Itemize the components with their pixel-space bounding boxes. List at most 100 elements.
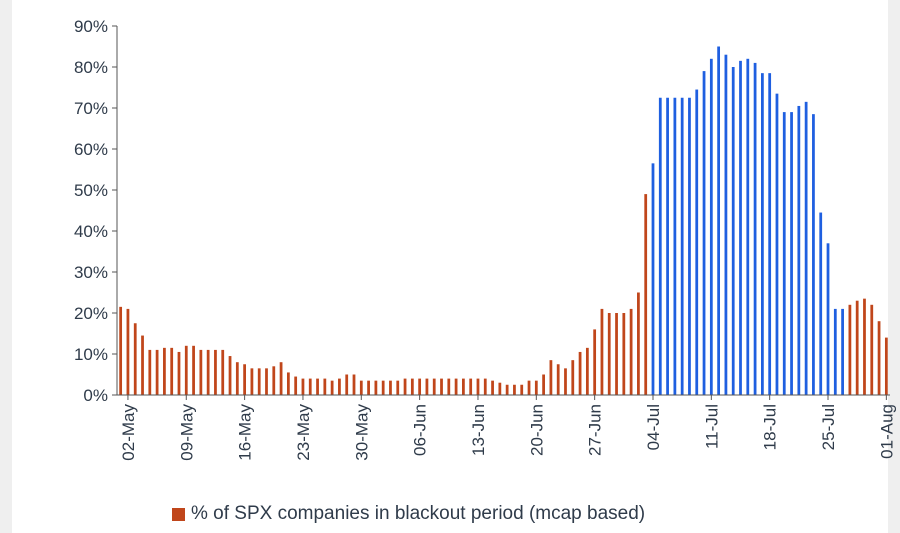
bar-51 xyxy=(491,380,494,395)
bar-94 xyxy=(804,101,808,395)
x-tick-label: 13-Jun xyxy=(469,404,488,456)
x-tick-label: 06-Jun xyxy=(411,404,430,456)
bar-72 xyxy=(644,194,648,395)
left-border-strip xyxy=(0,0,12,533)
bar-32 xyxy=(352,374,356,395)
bar-93 xyxy=(797,105,801,395)
bar-61 xyxy=(564,368,567,395)
bar-15 xyxy=(228,356,232,395)
bar-70 xyxy=(629,308,633,395)
bar-82 xyxy=(717,46,721,395)
bar-66 xyxy=(600,308,604,395)
x-tick-label: 25-Jul xyxy=(819,404,838,450)
x-tick-label: 27-Jun xyxy=(586,404,605,456)
bar-54 xyxy=(513,384,516,395)
bar-36 xyxy=(381,380,385,395)
bar-52 xyxy=(498,382,502,395)
bar-91 xyxy=(782,112,786,395)
bar-14 xyxy=(221,349,225,395)
bar-86 xyxy=(746,58,750,396)
x-tick-label: 30-May xyxy=(352,404,371,461)
x-tick-label: 09-May xyxy=(177,404,196,461)
x-tick-label: 01-Aug xyxy=(877,404,896,459)
bar-43 xyxy=(432,378,436,395)
bar-35 xyxy=(374,380,378,395)
bar-62 xyxy=(571,360,575,395)
bar-68 xyxy=(615,313,618,395)
bar-75 xyxy=(666,97,669,395)
bar-57 xyxy=(534,380,538,395)
bar-9 xyxy=(184,345,188,395)
bar-84 xyxy=(731,67,735,395)
bar-25 xyxy=(301,378,305,395)
bar-10 xyxy=(192,345,195,395)
x-tick-label: 23-May xyxy=(294,404,313,461)
y-tick-label: 80% xyxy=(74,58,108,77)
bar-53 xyxy=(505,384,509,395)
bar-59 xyxy=(549,360,553,395)
legend: % of SPX companies in blackout period (m… xyxy=(172,503,645,525)
y-tick-label: 30% xyxy=(74,263,108,282)
bar-19 xyxy=(257,368,261,395)
bar-0 xyxy=(119,306,123,395)
bar-12 xyxy=(206,349,210,395)
bar-99 xyxy=(841,308,844,395)
bar-105 xyxy=(884,337,888,395)
bar-78 xyxy=(688,97,691,395)
bar-98 xyxy=(833,308,837,395)
bar-46 xyxy=(454,378,458,395)
bar-30 xyxy=(338,378,341,395)
bar-63 xyxy=(578,351,582,395)
bar-55 xyxy=(520,384,524,395)
x-tick-label: 20-Jun xyxy=(527,404,546,456)
bar-11 xyxy=(199,349,203,395)
bar-95 xyxy=(812,114,815,396)
x-tick-label: 04-Jul xyxy=(644,404,663,450)
bar-81 xyxy=(709,58,713,396)
bar-100 xyxy=(848,304,852,395)
y-tick-label: 60% xyxy=(74,140,108,159)
bar-13 xyxy=(214,349,217,395)
bar-89 xyxy=(768,73,772,396)
bar-45 xyxy=(447,378,451,395)
x-tick-label: 11-Jul xyxy=(702,404,721,449)
y-tick-label: 10% xyxy=(74,345,108,364)
legend-swatch xyxy=(172,507,185,521)
bar-31 xyxy=(345,374,349,395)
bar-60 xyxy=(556,364,560,395)
bar-85 xyxy=(739,60,742,395)
bar-64 xyxy=(585,347,589,395)
bar-21 xyxy=(272,366,276,395)
bar-6 xyxy=(163,347,166,395)
bar-16 xyxy=(235,362,239,395)
bar-96 xyxy=(819,212,823,395)
bar-49 xyxy=(476,378,480,395)
bar-4 xyxy=(148,349,152,395)
bar-3 xyxy=(141,335,144,395)
bar-104 xyxy=(877,321,881,395)
bar-90 xyxy=(775,93,779,396)
bar-56 xyxy=(527,380,531,395)
y-tick-label: 20% xyxy=(74,304,108,323)
x-axis: 02-May 09-May 16-May 23-May 30-May 06-Jun 13-J… xyxy=(117,394,896,461)
bar-80 xyxy=(702,71,706,395)
x-tick-label: 16-May xyxy=(236,404,255,461)
bar-101 xyxy=(855,300,859,395)
bar-37 xyxy=(389,380,392,395)
bar-27 xyxy=(316,378,319,395)
blackout-bar-chart: 0% 10% 20% 30% 40% 50% 60% 70% 80% 90% 02-May 09-M… xyxy=(74,17,896,461)
bar-29 xyxy=(330,380,334,395)
bar-88 xyxy=(761,73,764,396)
bar-24 xyxy=(294,376,298,395)
right-border-strip xyxy=(888,0,900,533)
bar-41 xyxy=(418,378,422,395)
bar-74 xyxy=(658,97,662,395)
bar-77 xyxy=(680,97,684,395)
bar-39 xyxy=(403,378,407,395)
bar-103 xyxy=(870,304,874,395)
bar-22 xyxy=(279,362,283,395)
bar-97 xyxy=(826,243,830,395)
bar-87 xyxy=(753,62,757,396)
y-axis: 0% 10% 20% 30% 40% 50% 60% 70% 80% 90% xyxy=(74,17,118,405)
bar-5 xyxy=(155,349,159,395)
